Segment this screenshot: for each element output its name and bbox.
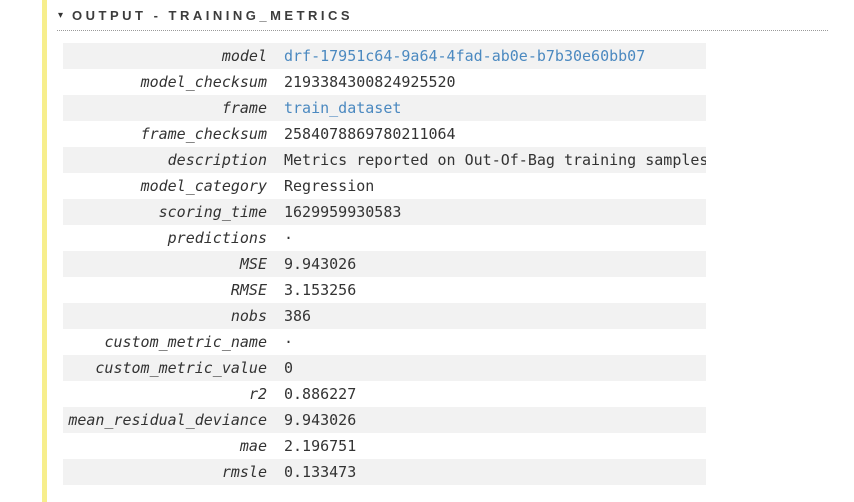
metric-label: mae (239, 437, 267, 455)
metric-value-link[interactable]: train_dataset (284, 99, 402, 117)
table-row: custom_metric_name · (63, 329, 706, 355)
metric-value-text: 0.133473 (284, 463, 357, 481)
metric-value-cell: 3.153256 (276, 277, 706, 303)
cell-selection-bar (42, 0, 47, 502)
metric-value-text: 3.153256 (284, 281, 357, 299)
metric-label: custom_metric_value (95, 359, 267, 377)
metric-value-text: Metrics reported on Out-Of-Bag training … (284, 151, 706, 169)
table-row: predictions · (63, 225, 706, 251)
metric-value-cell: Metrics reported on Out-Of-Bag training … (276, 147, 706, 173)
metric-value-cell: 2584078869780211064 (276, 121, 706, 147)
metric-value-text: 2193384300824925520 (284, 73, 456, 91)
table-row: rmsle 0.133473 (63, 459, 706, 485)
table-row: r2 0.886227 (63, 381, 706, 407)
metric-value-text: 1629959930583 (284, 203, 402, 221)
metric-label: frame_checksum (140, 125, 267, 143)
metric-value-cell: drf-17951c64-9a64-4fad-ab0e-b7b30e60bb07 (276, 43, 706, 69)
metric-label: r2 (248, 385, 267, 403)
collapse-triangle-icon[interactable]: ▾ (58, 9, 64, 21)
metric-label: scoring_time (158, 203, 267, 221)
metric-value-text: 2.196751 (284, 437, 357, 455)
metric-value-cell: 1629959930583 (276, 199, 706, 225)
table-row: custom_metric_value 0 (63, 355, 706, 381)
metric-label: custom_metric_name (104, 333, 267, 351)
metric-value-cell: 2193384300824925520 (276, 69, 706, 95)
metric-label: model_checksum (140, 73, 267, 91)
table-row: scoring_time 1629959930583 (63, 199, 706, 225)
metric-value-text: 2584078869780211064 (284, 125, 456, 143)
metric-label: mean_residual_deviance (68, 411, 267, 429)
metric-value-cell: 386 (276, 303, 706, 329)
metric-value-cell: 9.943026 (276, 407, 706, 433)
table-row: nobs 386 (63, 303, 706, 329)
table-row: mae 2.196751 (63, 433, 706, 459)
table-row: frame train_dataset (63, 95, 706, 121)
metric-label: RMSE (230, 281, 267, 299)
training-metrics-table: model drf-17951c64-9a64-4fad-ab0e-b7b30e… (63, 43, 706, 485)
metric-value-text: · (284, 229, 294, 247)
metric-value-text: 9.943026 (284, 411, 357, 429)
metric-label: predictions (167, 229, 267, 247)
metric-value-cell: · (276, 225, 706, 251)
metric-label: model_category (140, 177, 267, 195)
table-row: frame_checksum 2584078869780211064 (63, 121, 706, 147)
metric-value-cell: · (276, 329, 706, 355)
metric-value-text: 0.886227 (284, 385, 357, 403)
table-row: model_category Regression (63, 173, 706, 199)
metric-value-text: Regression (284, 177, 375, 195)
metric-value-cell: 0 (276, 355, 706, 381)
metric-value-text: 386 (284, 307, 312, 325)
metric-label: nobs (230, 307, 267, 325)
metric-value-cell: 0.886227 (276, 381, 706, 407)
metric-value-text: · (284, 333, 294, 351)
metric-value-link[interactable]: drf-17951c64-9a64-4fad-ab0e-b7b30e60bb07 (284, 47, 646, 65)
metric-value-text: 0 (284, 359, 294, 377)
table-row: mean_residual_deviance 9.943026 (63, 407, 706, 433)
table-row: RMSE 3.153256 (63, 277, 706, 303)
training-metrics-section: ▾ OUTPUT - TRAINING_METRICS model drf-17… (57, 0, 828, 485)
table-row: model_checksum 2193384300824925520 (63, 69, 706, 95)
metric-value-text: 9.943026 (284, 255, 357, 273)
metric-label: frame (221, 99, 267, 117)
metric-label: rmsle (221, 463, 267, 481)
metric-value-cell: 9.943026 (276, 251, 706, 277)
table-row: model drf-17951c64-9a64-4fad-ab0e-b7b30e… (63, 43, 706, 69)
metric-label: description (167, 151, 267, 169)
metric-label: MSE (239, 255, 267, 273)
section-title: OUTPUT - TRAINING_METRICS (72, 8, 354, 23)
table-row: description Metrics reported on Out-Of-B… (63, 147, 706, 173)
table-row: MSE 9.943026 (63, 251, 706, 277)
metric-label: model (221, 47, 267, 65)
section-header-training-metrics[interactable]: ▾ OUTPUT - TRAINING_METRICS (57, 0, 828, 31)
metric-value-cell: 2.196751 (276, 433, 706, 459)
metric-value-cell: train_dataset (276, 95, 706, 121)
metric-value-cell: Regression (276, 173, 706, 199)
metric-value-cell: 0.133473 (276, 459, 706, 485)
